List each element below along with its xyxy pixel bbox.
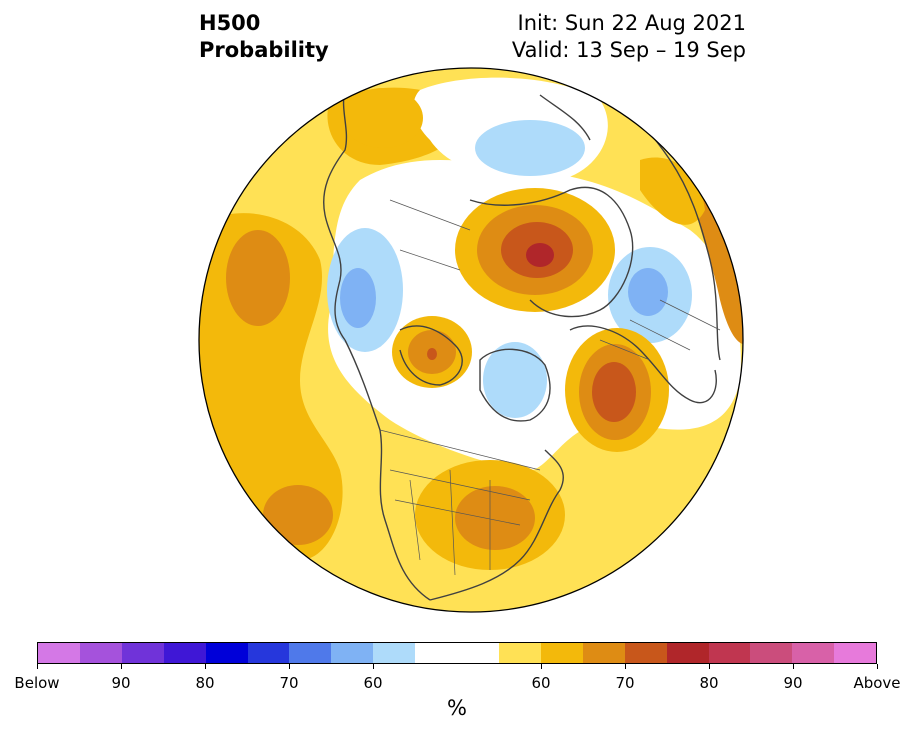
- field-above-usa-core: [455, 486, 535, 550]
- colorbar-segment: [163, 643, 206, 663]
- colorbar-segment: [624, 643, 667, 663]
- colorbar-segment: [289, 643, 332, 663]
- colorbar-segment: [498, 643, 541, 663]
- field-above-siberia-core: [526, 243, 554, 267]
- colorbar-segment: [121, 643, 164, 663]
- colorbar-segment: [750, 643, 793, 663]
- valid-range: Valid: 13 Sep – 19 Sep: [511, 38, 746, 62]
- coast-europe: [569, 325, 717, 404]
- probability-field: [199, 68, 743, 612]
- colorbar-segment: [708, 643, 751, 663]
- colorbar-segment: [373, 643, 416, 663]
- field-below-canada-core: [340, 268, 376, 328]
- field-below-greenland: [483, 342, 547, 418]
- colorbar-tick-mark: [288, 664, 290, 669]
- colorbar-tick-mark: [36, 664, 38, 669]
- map-title-right: Init: Sun 22 Aug 2021 Valid: 13 Sep – 19…: [512, 10, 746, 64]
- colorbar-segment: [415, 643, 458, 663]
- colorbar-tick-mark: [792, 664, 794, 669]
- variable-label: H500: [199, 11, 261, 35]
- colorbar-tick-label: Below: [14, 674, 60, 692]
- colorbar-tick-mark: [624, 664, 626, 669]
- colorbar-tick-mark: [372, 664, 374, 669]
- colorbar-unit-label: %: [447, 696, 467, 720]
- map-boundary-circle: [198, 67, 744, 613]
- field-below-asia-core: [628, 268, 668, 316]
- product-label: Probability: [199, 38, 329, 62]
- colorbar-segment: [666, 643, 709, 663]
- colorbar-segment: [540, 643, 583, 663]
- colorbar-segment: [457, 643, 499, 663]
- colorbar-segment: [331, 643, 374, 663]
- colorbar-tick-label: 60: [531, 674, 551, 692]
- border-usa-states: [379, 429, 541, 576]
- colorbar-tick-label: 90: [111, 674, 131, 692]
- coast-north: [539, 94, 591, 141]
- coast-siberia: [469, 186, 634, 318]
- colorbar-tick-mark: [540, 664, 542, 669]
- coast-east-na: [429, 449, 564, 601]
- field-above-pacific-south: [263, 485, 333, 545]
- colorbar-tick-label: Above: [853, 674, 901, 692]
- polar-probability-map: [198, 67, 744, 613]
- colorbar-tick-label: 60: [363, 674, 383, 692]
- colorbar-tick-label: 70: [279, 674, 299, 692]
- border-canada: [389, 199, 471, 271]
- coast-alaska: [323, 89, 348, 341]
- colorbar-tick-mark: [876, 664, 878, 669]
- colorbar-segment: [582, 643, 625, 663]
- coastlines: [323, 89, 721, 601]
- colorbar-segment: [38, 643, 80, 663]
- colorbar: [37, 642, 877, 664]
- coast-arctic-islands: [399, 325, 463, 386]
- field-above-pacific: [226, 230, 290, 326]
- colorbar-segment: [247, 643, 290, 663]
- map-title-left: H500 Probability: [199, 10, 329, 64]
- colorbar-tick-label: 70: [615, 674, 635, 692]
- field-gold-north-2: [343, 88, 423, 148]
- colorbar-segment: [205, 643, 248, 663]
- colorbar-tick-label: 90: [783, 674, 803, 692]
- coast-west-na: [344, 339, 431, 601]
- init-date: Init: Sun 22 Aug 2021: [517, 11, 746, 35]
- colorbar-tick-mark: [204, 664, 206, 669]
- border-eurasia: [599, 299, 721, 361]
- field-above-europe-core: [592, 362, 636, 422]
- field-below-north: [475, 120, 585, 176]
- colorbar-segment: [792, 643, 835, 663]
- field-above-arctic-core: [427, 348, 437, 360]
- borders: [379, 199, 721, 576]
- coast-greenland: [479, 348, 551, 422]
- colorbar-segment: [79, 643, 122, 663]
- colorbar-tick-mark: [120, 664, 122, 669]
- colorbar-tick-label: 80: [699, 674, 719, 692]
- colorbar-tick-mark: [708, 664, 710, 669]
- colorbar-segment: [834, 643, 877, 663]
- colorbar-tick-label: 80: [195, 674, 215, 692]
